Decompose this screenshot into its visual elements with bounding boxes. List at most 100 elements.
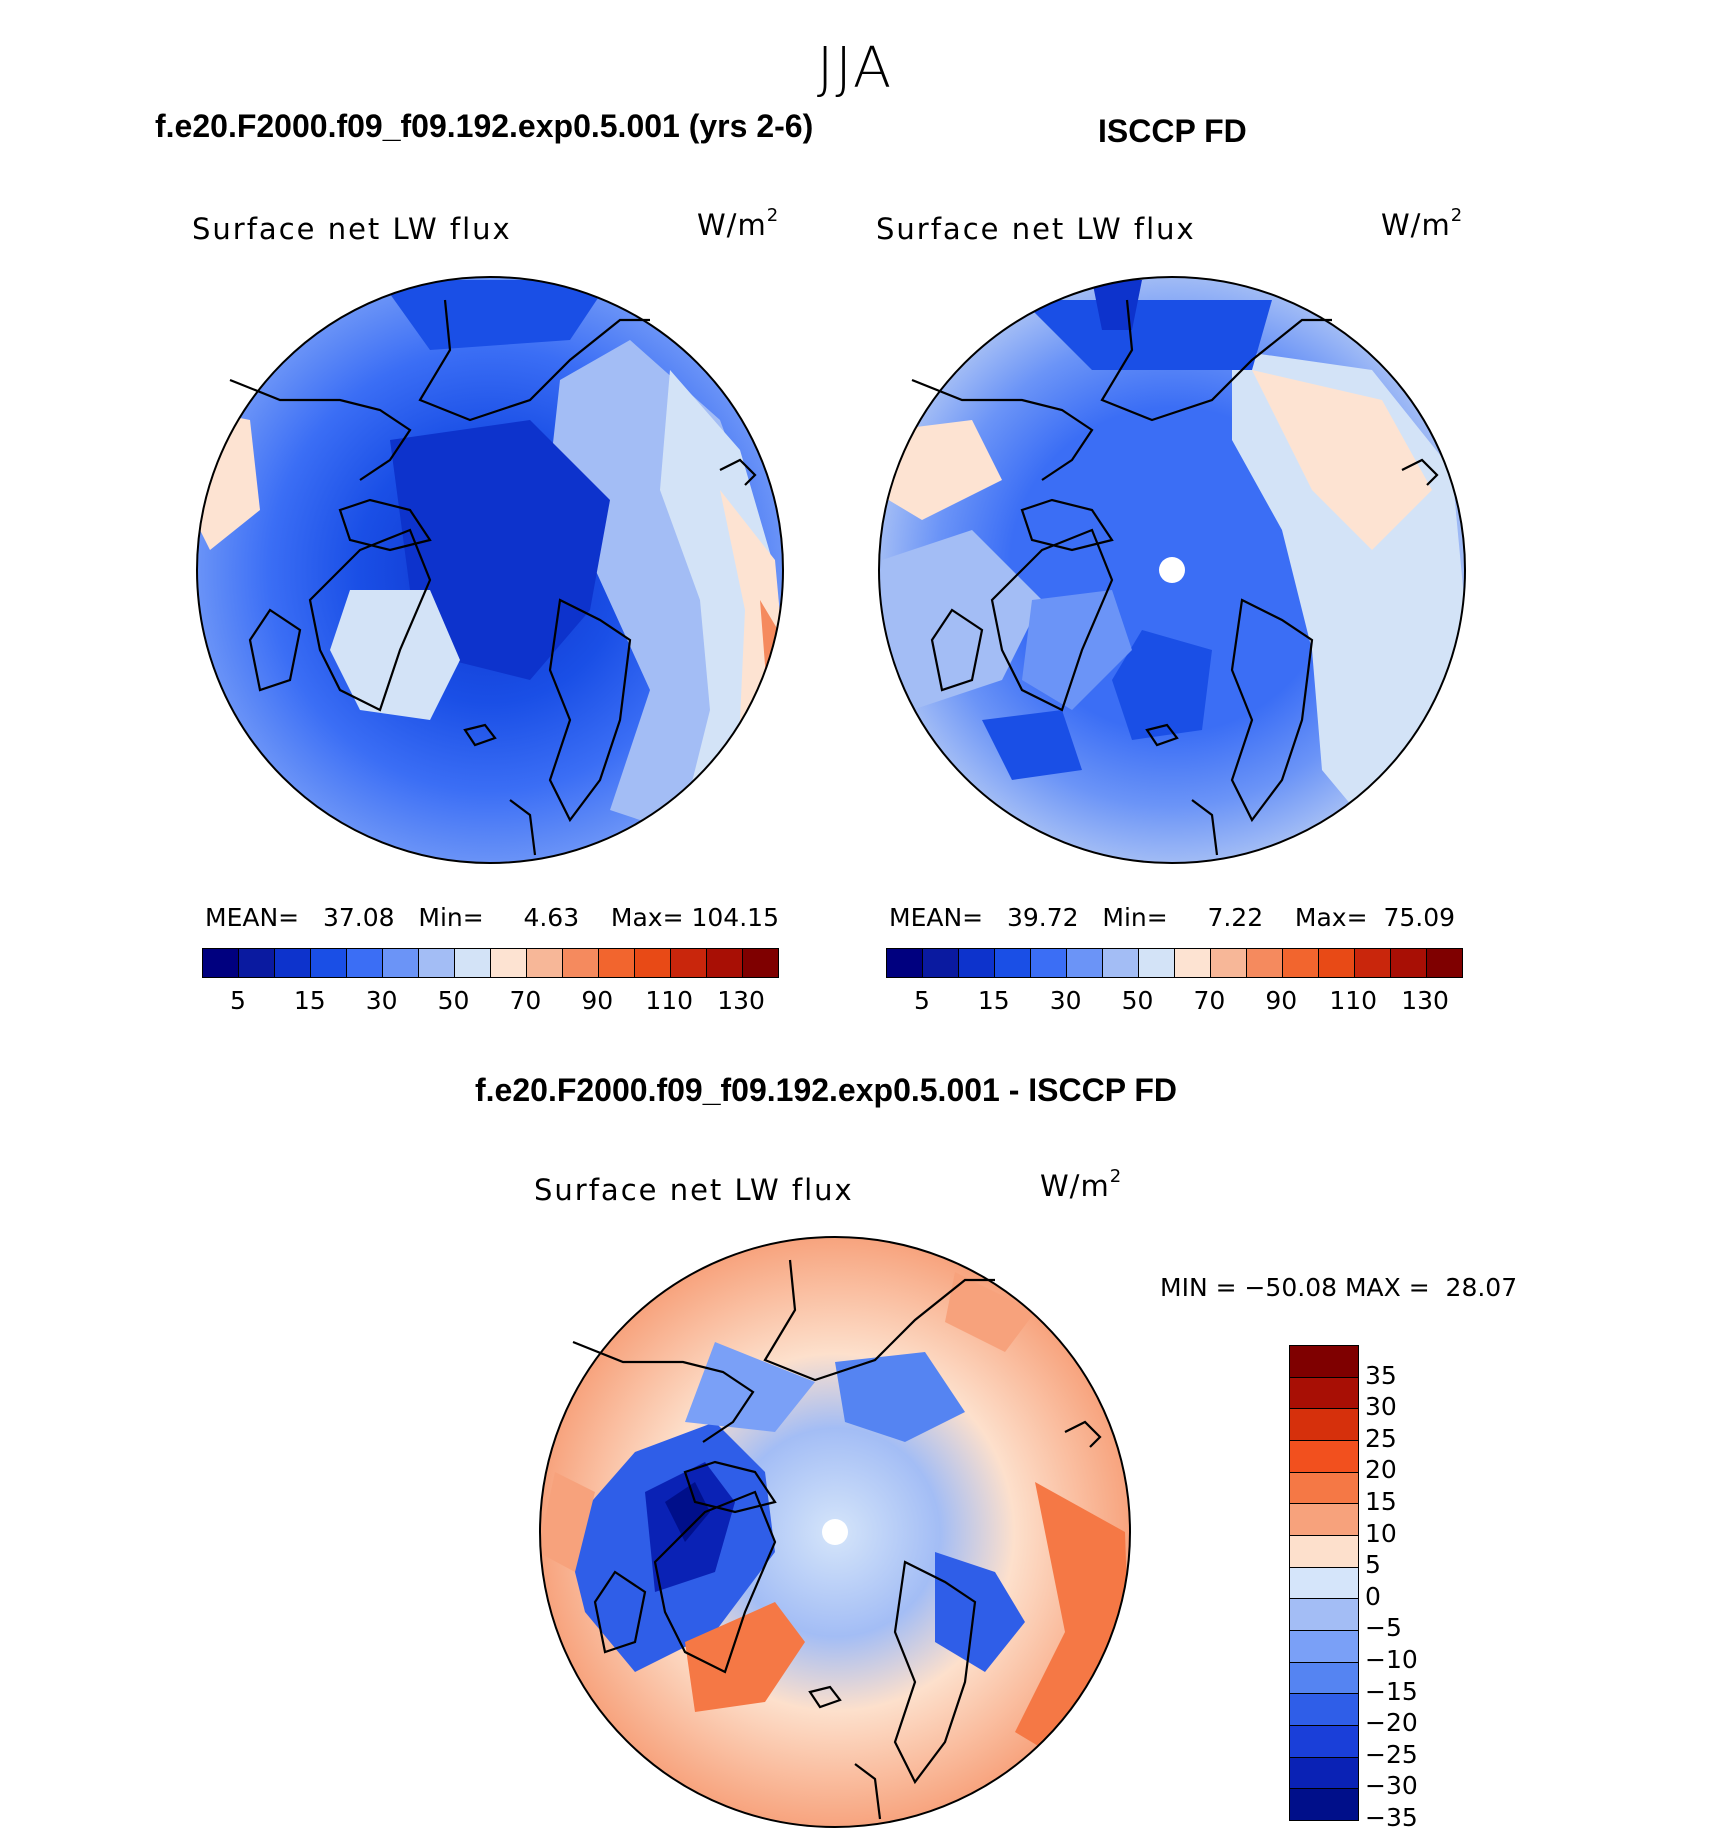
model-map-boundary — [196, 276, 784, 864]
colorbar-swatch — [959, 949, 995, 977]
colorbar-swatch — [887, 949, 923, 977]
colorbar-tick-label: −10 — [1365, 1645, 1418, 1674]
colorbar-swatch — [1290, 1504, 1358, 1537]
colorbar-swatch — [707, 949, 743, 977]
diff-minmax: MIN = −50.08 MAX = 28.07 — [1160, 1273, 1518, 1302]
diff-variable-label: Surface net LW flux — [534, 1173, 854, 1207]
colorbar-swatch — [1031, 949, 1067, 977]
diff-colorbar — [1289, 1345, 1359, 1821]
diff-field-region — [685, 1342, 815, 1432]
model-stats: MEAN= 37.08 Min= 4.63 Max= 104.15 — [205, 903, 779, 932]
colorbar-tick-label: −25 — [1365, 1739, 1418, 1769]
colorbar-swatch — [1290, 1536, 1358, 1568]
obs-field-region — [879, 530, 1042, 710]
colorbar-tick-label: −5 — [1365, 1613, 1402, 1643]
colorbar-swatch — [491, 949, 527, 977]
colorbar-swatch — [419, 949, 455, 977]
colorbar-tick-label: 50 — [1121, 986, 1154, 1015]
obs-variable-label: Surface net LW flux — [876, 212, 1196, 246]
diff-unit-label: W/m2 — [1040, 1166, 1123, 1203]
colorbar-tick-label: 10 — [1365, 1518, 1397, 1548]
colorbar-swatch — [1211, 949, 1247, 977]
colorbar-swatch — [923, 949, 959, 977]
diff-coastlines — [572, 1259, 1102, 1820]
colorbar-tick-label: 70 — [1193, 986, 1226, 1015]
colorbar-swatch — [1355, 949, 1391, 977]
colorbar-swatch — [1290, 1472, 1358, 1505]
colorbar-swatch — [1427, 949, 1462, 977]
colorbar-tick-label: 5 — [1365, 1550, 1381, 1580]
obs-stats: MEAN= 39.72 Min= 7.22 Max= 75.09 — [889, 903, 1456, 932]
colorbar-swatch — [743, 949, 778, 977]
colorbar-swatch — [527, 949, 563, 977]
colorbar-tick-label: 110 — [645, 986, 694, 1015]
colorbar-swatch — [203, 949, 239, 977]
model-field-region — [390, 420, 610, 680]
diff-pole-hole — [822, 1519, 848, 1545]
colorbar-tick-label: 30 — [1365, 1392, 1397, 1422]
colorbar-swatch — [347, 949, 383, 977]
colorbar-tick-label: 90 — [1265, 986, 1298, 1015]
colorbar-tick-label: −15 — [1365, 1676, 1418, 1706]
obs-coastlines — [911, 299, 1439, 856]
obs-map-boundary — [878, 276, 1466, 864]
colorbar-tick-label: −20 — [1365, 1708, 1418, 1738]
colorbar-swatch — [1290, 1631, 1358, 1663]
colorbar-tick-label: 30 — [365, 986, 398, 1015]
diff-field-region — [685, 1602, 805, 1712]
colorbar-swatch — [1290, 1789, 1358, 1821]
colorbar-swatch — [599, 949, 635, 977]
colorbar-swatch — [1290, 1346, 1358, 1378]
colorbar-swatch — [1290, 1694, 1358, 1727]
obs-polar-map — [878, 276, 1466, 864]
colorbar-swatch — [635, 949, 671, 977]
colorbar-tick-label: 110 — [1329, 986, 1378, 1015]
model-coastlines — [229, 299, 757, 856]
colorbar-swatch — [563, 949, 599, 977]
model-variable-label: Surface net LW flux — [192, 212, 512, 246]
colorbar-swatch — [1247, 949, 1283, 977]
colorbar-tick-label: 130 — [717, 986, 765, 1015]
colorbar-tick-label: 0 — [1365, 1581, 1381, 1611]
colorbar-swatch — [455, 949, 491, 977]
colorbar-swatch — [995, 949, 1031, 977]
model-field-region — [380, 280, 610, 350]
colorbar-tick-label: 70 — [509, 986, 542, 1015]
obs-field-region — [1112, 630, 1212, 740]
obs-field-region — [982, 710, 1082, 780]
diff-panel-title: f.e20.F2000.f09_f09.192.exp0.5.001 - ISC… — [475, 1072, 1178, 1108]
colorbar-tick-label: 15 — [293, 986, 326, 1015]
colorbar-swatch — [239, 949, 275, 977]
colorbar-tick-label: 35 — [1365, 1360, 1397, 1390]
diff-polar-map — [539, 1236, 1131, 1828]
colorbar-swatch — [1139, 949, 1175, 977]
obs-field-region — [1022, 300, 1272, 370]
colorbar-tick-label: 130 — [1401, 986, 1449, 1015]
colorbar-swatch — [383, 949, 419, 977]
obs-pole-hole — [1159, 557, 1185, 583]
obs-field-region — [1022, 590, 1132, 710]
colorbar-tick-label: 15 — [1365, 1487, 1397, 1516]
obs-colorbar — [886, 948, 1463, 978]
colorbar-swatch — [1175, 949, 1211, 977]
colorbar-tick-label: 20 — [1365, 1455, 1397, 1485]
colorbar-swatch — [1290, 1726, 1358, 1758]
colorbar-swatch — [311, 949, 347, 977]
colorbar-swatch — [1290, 1567, 1358, 1600]
colorbar-swatch — [1103, 949, 1139, 977]
diff-field-region — [945, 1272, 1035, 1352]
diff-field-region — [835, 1352, 965, 1442]
colorbar-swatch — [1290, 1377, 1358, 1410]
obs-field-region — [1252, 370, 1432, 550]
colorbar-tick-label: 30 — [1049, 986, 1082, 1015]
colorbar-tick-label: 25 — [1365, 1423, 1397, 1453]
colorbar-swatch — [1290, 1441, 1358, 1473]
colorbar-swatch — [1290, 1662, 1358, 1695]
colorbar-tick-label: 5 — [913, 986, 930, 1015]
colorbar-swatch — [671, 949, 707, 977]
colorbar-swatch — [1391, 949, 1427, 977]
colorbar-swatch — [1283, 949, 1319, 977]
colorbar-tick-label: 50 — [437, 986, 470, 1015]
diff-field-region — [935, 1552, 1025, 1672]
diff-field-region — [540, 1472, 595, 1572]
